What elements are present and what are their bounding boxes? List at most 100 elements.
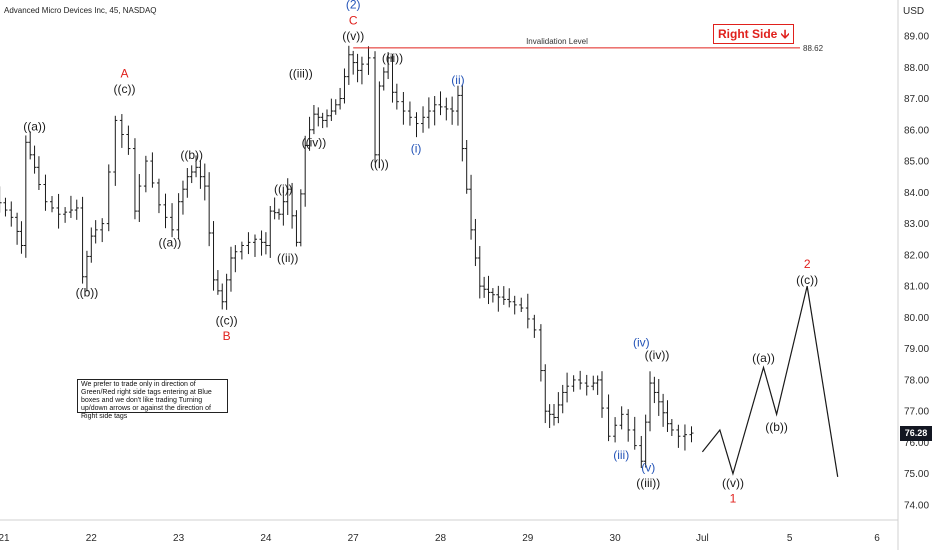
ohlc-bar xyxy=(432,96,437,126)
ohlc-bar xyxy=(591,375,596,391)
ohlc-bar xyxy=(198,160,203,189)
wave-label: ((ii)) xyxy=(277,251,298,265)
invalidation-value: 88.62 xyxy=(803,44,824,53)
ohlc-bar xyxy=(578,370,583,390)
ohlc-bar xyxy=(643,414,648,468)
x-tick-label: 28 xyxy=(435,533,447,544)
ohlc-bar xyxy=(170,203,175,238)
ohlc-bar xyxy=(606,394,611,442)
ohlc-bar xyxy=(626,409,631,442)
ohlc-bar xyxy=(84,250,89,292)
ohlc-bar xyxy=(23,135,28,258)
ohlc-bar xyxy=(556,392,561,424)
ohlc-bar xyxy=(386,52,391,80)
ohlc-bar xyxy=(414,112,419,138)
y-tick-label: 89.00 xyxy=(904,32,929,43)
ohlc-bar xyxy=(477,246,482,299)
ohlc-bar xyxy=(63,207,68,223)
wave-label: C xyxy=(349,13,358,27)
x-tick-label: 29 xyxy=(522,533,534,544)
x-tick-label: 30 xyxy=(610,533,622,544)
y-tick-label: 80.00 xyxy=(904,313,929,324)
ohlc-bar xyxy=(228,246,233,292)
y-tick-label: 76.00 xyxy=(904,438,929,449)
right-side-tag: Right Side 🡫 xyxy=(713,24,795,44)
ohlc-bar xyxy=(68,195,73,218)
ohlc-bar xyxy=(239,241,244,260)
ohlc-bar xyxy=(281,190,286,226)
ohlc-bar xyxy=(36,156,41,190)
ohlc-bar xyxy=(43,174,48,211)
wave-label: ((v)) xyxy=(722,476,744,490)
ohlc-bar xyxy=(507,288,512,308)
ohlc-bar xyxy=(490,288,495,303)
ohlc-bar xyxy=(469,174,474,240)
ohlc-bar xyxy=(501,286,506,305)
ohlc-bar xyxy=(56,193,61,229)
right-side-label: Right Side xyxy=(718,27,778,41)
currency-label: USD xyxy=(903,6,924,17)
y-tick-label: 82.00 xyxy=(904,250,929,261)
y-tick-label: 74.00 xyxy=(904,501,929,512)
x-tick-label: 5 xyxy=(787,533,793,544)
ohlc-bar xyxy=(93,220,98,244)
wave-label: 1 xyxy=(730,492,737,506)
ohlc-bar xyxy=(338,87,343,110)
ohlc-bar xyxy=(639,435,644,469)
wave-labels: ((a))((b))A((c))((a))((b))((c))B((i))((i… xyxy=(23,0,818,506)
wave-label: ((i)) xyxy=(370,157,389,171)
invalidation-label: Invalidation Level xyxy=(526,37,588,46)
arrow-down-icon: 🡫 xyxy=(780,27,790,41)
y-tick-label: 78.00 xyxy=(904,375,929,386)
wave-label: (iii) xyxy=(613,448,629,462)
ohlc-bar xyxy=(163,193,168,229)
wave-label: ((c)) xyxy=(113,82,135,96)
wave-label: ((ii)) xyxy=(382,51,403,65)
y-tick-label: 88.00 xyxy=(904,63,929,74)
ohlc-bar xyxy=(294,210,299,247)
ohlc-bar xyxy=(74,199,79,220)
ohlc-bar xyxy=(207,172,212,247)
ohlc-bar xyxy=(0,186,2,213)
ohlc-bar xyxy=(665,400,670,432)
ohlc-bar xyxy=(126,125,131,155)
ohlc-bar xyxy=(28,131,33,160)
ohlc-bar xyxy=(486,275,491,305)
ohlc-bar xyxy=(224,273,229,310)
ohlc-bar xyxy=(119,114,124,148)
ohlc-bar xyxy=(571,375,576,392)
ohlc-bar xyxy=(538,324,543,382)
ohlc-bar xyxy=(194,155,199,178)
ohlc-bar xyxy=(482,276,487,298)
ohlc-bar xyxy=(401,91,406,125)
wave-label: (2) xyxy=(346,0,361,12)
ohlc-bar xyxy=(366,46,371,75)
ohlc-bar xyxy=(137,174,142,222)
wave-label: (iv) xyxy=(633,335,650,349)
ohlc-bar xyxy=(390,53,395,103)
y-tick-label: 84.00 xyxy=(904,188,929,199)
ohlc-bar xyxy=(259,230,264,256)
ohlc-bar xyxy=(311,105,316,135)
ohlc-bar xyxy=(106,164,111,232)
ohlc-bar xyxy=(473,218,478,267)
ohlc-bar xyxy=(460,84,465,162)
y-tick-label: 87.00 xyxy=(904,94,929,105)
x-tick-label: 22 xyxy=(86,533,98,544)
y-tick-label: 86.00 xyxy=(904,125,929,136)
ohlc-bar xyxy=(444,97,449,121)
ohlc-bar xyxy=(652,376,657,404)
ohlc-bar xyxy=(381,67,386,91)
ohlc-bar xyxy=(180,180,185,215)
x-tick-label: 24 xyxy=(260,533,272,544)
ohlc-bar xyxy=(156,178,161,214)
wave-label: (i) xyxy=(411,142,422,156)
ohlc-bar xyxy=(525,293,530,329)
ohlc-bar xyxy=(132,138,137,220)
ohlc-bar xyxy=(215,270,220,295)
chart-title: Advanced Micro Devices Inc, 45, NASDAQ xyxy=(4,6,157,15)
ohlc-bar xyxy=(303,135,308,207)
wave-label: 2 xyxy=(804,257,811,271)
x-tick-label: 27 xyxy=(348,533,360,544)
